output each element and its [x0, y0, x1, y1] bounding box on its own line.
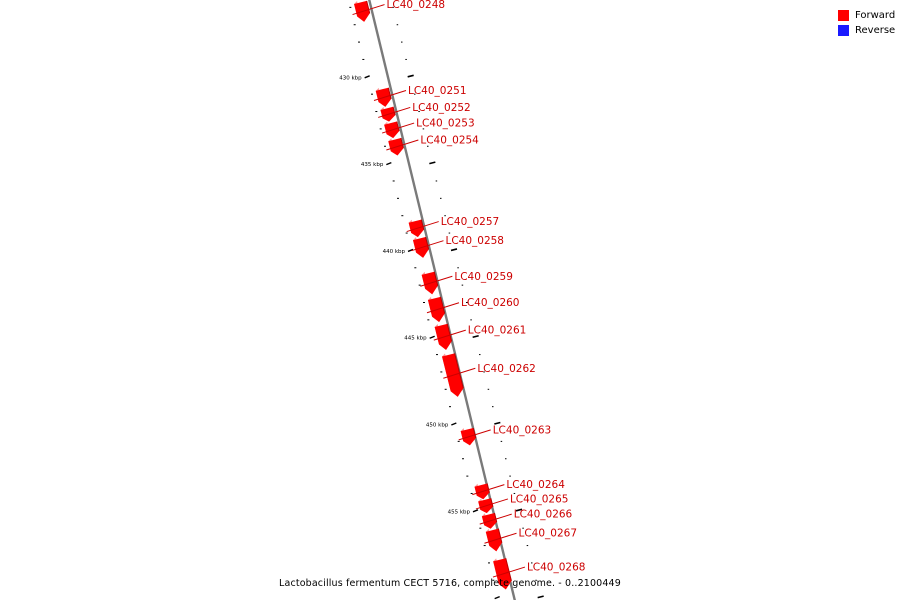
gene-label: LC40_0262 [477, 363, 536, 375]
gene-edge [490, 498, 494, 507]
major-tick-right [515, 508, 523, 512]
gene-lc40_0257[interactable]: LC40_0257 [406, 216, 500, 238]
gene-leader-line [378, 106, 411, 118]
gene-edge [486, 483, 490, 493]
gene-leader-line [420, 275, 453, 287]
gene-leader-line [426, 302, 460, 314]
gene-leader-line [492, 566, 526, 578]
gene-leader-line [373, 90, 407, 101]
gene-edge [400, 137, 404, 149]
gene-edge [472, 427, 477, 439]
gene-lc40_0264[interactable]: LC40_0264 [472, 479, 565, 500]
gene-label: LC40_0253 [416, 118, 475, 130]
gene-lc40_0260[interactable]: LC40_0260 [426, 296, 520, 323]
tick-label: 450 kbp [426, 423, 449, 429]
gene-lc40_0268[interactable]: LC40_0268 [492, 558, 586, 590]
tick-label: 445 kbp [404, 336, 427, 342]
gene-leader-line [433, 329, 466, 341]
gene-lc40_0259[interactable]: LC40_0259 [420, 271, 513, 295]
gene-lc40_0258[interactable]: LC40_0258 [411, 235, 504, 258]
gene-leader-line [411, 240, 444, 252]
major-tick [472, 509, 479, 513]
gene-label: LC40_0266 [514, 509, 573, 521]
major-tick-right [407, 74, 414, 78]
gene-label: LC40_0265 [510, 493, 569, 505]
gene-edge [505, 558, 512, 582]
gene-lc40_0266[interactable]: LC40_0266 [479, 509, 573, 529]
gene-leader-line [381, 122, 415, 134]
gene-leader-line [352, 4, 385, 16]
gene-label: LC40_0254 [420, 134, 479, 146]
gene-leader-line [475, 498, 509, 510]
gene-edge [497, 528, 503, 543]
major-tick [386, 161, 392, 166]
tick-label: 440 kbp [383, 249, 406, 255]
genome-caption: Lactobacillus fermentum CECT 5716, compl… [279, 578, 621, 589]
gene-label: LC40_0260 [461, 297, 520, 309]
gene-lc40_0248[interactable]: LC40_0248 [352, 0, 446, 22]
gene-label: LC40_0248 [387, 0, 446, 11]
gene-leader-line [484, 532, 517, 544]
gene-features: LC40_0248 LC40_0251 LC40_0252 LC40_0253 LC40… [352, 0, 586, 590]
major-tick [407, 248, 414, 253]
gene-leader-line [472, 484, 505, 496]
gene-label: LC40_0251 [408, 85, 467, 97]
gene-edge [446, 323, 453, 342]
major-tick-right [429, 161, 436, 165]
gene-edge [440, 296, 446, 314]
gene-edge [366, 0, 371, 14]
gene-lc40_0265[interactable]: LC40_0265 [475, 493, 569, 514]
major-tick-right [494, 421, 501, 425]
gene-label: LC40_0258 [445, 235, 504, 247]
tick-label: 430 kbp [339, 75, 362, 81]
legend-item-reverse: Reverse [838, 23, 895, 38]
gene-label: LC40_0261 [468, 325, 527, 337]
tick-label: 435 kbp [361, 162, 384, 168]
gene-label: LC40_0259 [454, 271, 513, 283]
major-tick-right [472, 334, 479, 338]
gene-edge [433, 271, 439, 286]
gene-edge [392, 106, 396, 116]
legend: Forward Reverse [838, 8, 895, 38]
major-tick [429, 335, 435, 339]
major-tick-right [537, 595, 544, 599]
legend-label-reverse: Reverse [855, 25, 896, 36]
major-tick [494, 595, 500, 600]
gene-lc40_0253[interactable]: LC40_0253 [381, 118, 475, 139]
gene-leader-line [386, 139, 419, 151]
gene-edge [396, 121, 400, 132]
forward-swatch [838, 10, 849, 21]
gene-label: LC40_0267 [518, 528, 577, 540]
major-tick [364, 75, 370, 79]
major-tick [451, 422, 457, 426]
gene-edge [494, 512, 498, 523]
gene-edge [387, 87, 392, 100]
gene-leader-line [458, 429, 491, 441]
gene-label: LC40_0252 [412, 102, 471, 114]
gene-label: LC40_0263 [493, 424, 552, 436]
gene-lc40_0252[interactable]: LC40_0252 [378, 102, 471, 122]
gene-lc40_0254[interactable]: LC40_0254 [386, 134, 479, 156]
reverse-swatch [838, 25, 849, 36]
gene-edge [454, 353, 464, 389]
gene-edge [425, 236, 430, 250]
gene-lc40_0263[interactable]: LC40_0263 [458, 424, 552, 446]
major-tick-right [450, 248, 458, 252]
gene-leader-line [479, 513, 512, 525]
tick-label: 455 kbp [448, 509, 471, 515]
gene-edge [420, 219, 425, 230]
legend-item-forward: Forward [838, 8, 895, 23]
gene-lc40_0261[interactable]: LC40_0261 [433, 323, 527, 350]
gene-leader-line [443, 367, 476, 379]
gene-lc40_0251[interactable]: LC40_0251 [373, 85, 467, 107]
legend-label-forward: Forward [855, 10, 896, 21]
gene-label: LC40_0268 [527, 562, 586, 574]
gene-label: LC40_0264 [506, 479, 565, 491]
gene-label: LC40_0257 [441, 216, 500, 228]
gene-leader-line [406, 221, 439, 233]
gene-lc40_0267[interactable]: LC40_0267 [484, 528, 577, 552]
gene-lc40_0262[interactable]: LC40_0262 [442, 353, 536, 397]
